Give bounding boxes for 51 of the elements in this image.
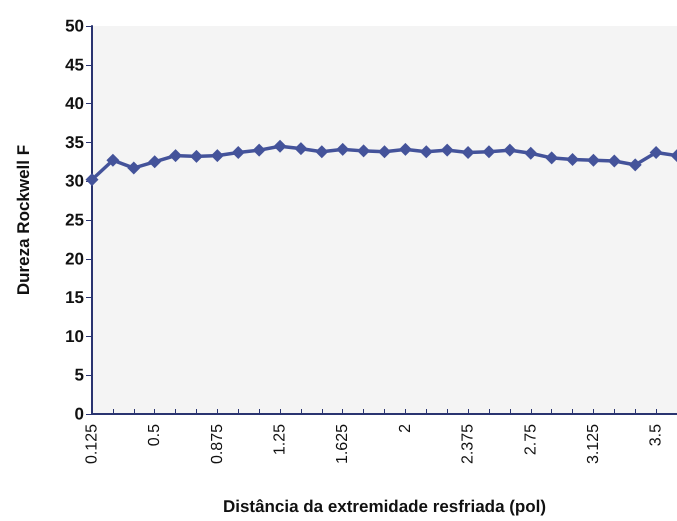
point <box>650 146 663 159</box>
point <box>336 142 350 156</box>
y-tick-label: 35 <box>65 132 84 152</box>
point <box>252 144 266 157</box>
x-tick-label: 0.875 <box>208 424 226 464</box>
x-tick-label: 2.375 <box>460 424 477 464</box>
point <box>420 145 433 158</box>
y-tick-label: 10 <box>65 326 84 346</box>
point <box>86 173 98 186</box>
point <box>628 158 642 172</box>
point <box>148 155 162 168</box>
y-tick-label: 15 <box>65 288 84 308</box>
point <box>440 144 454 157</box>
point <box>294 142 308 156</box>
point <box>608 154 621 168</box>
x-tick-label: 2 <box>396 424 414 433</box>
point <box>106 154 120 167</box>
y-tick-label: 5 <box>74 366 84 385</box>
point <box>357 144 370 158</box>
y-tick-label: 40 <box>65 94 84 114</box>
point <box>169 149 182 162</box>
y-tick-label: 45 <box>65 55 84 74</box>
y-axis-title: Dureza Rockwell F <box>14 144 33 296</box>
point <box>127 162 140 175</box>
point <box>378 145 391 158</box>
y-tick-label: 30 <box>65 172 84 191</box>
point <box>274 140 287 153</box>
x-axis-title: Distância da extremidade resfriada (pol) <box>222 497 546 516</box>
y-tick-label: 25 <box>65 210 84 230</box>
point <box>482 145 496 158</box>
x-tick-label: 3.5 <box>648 424 665 446</box>
point <box>524 146 538 160</box>
y-tick-label: 0 <box>74 404 84 424</box>
y-tick-label: 20 <box>65 249 84 268</box>
point <box>398 142 412 156</box>
point <box>232 146 245 159</box>
x-tick-label: 2.75 <box>522 424 540 456</box>
x-tick-label: 3.125 <box>584 424 602 464</box>
point <box>462 146 475 159</box>
x-tick-label: 0.5 <box>146 424 164 446</box>
x-tick-label: 0.125 <box>84 424 100 464</box>
point <box>545 151 558 164</box>
point <box>566 152 580 166</box>
point <box>586 154 600 167</box>
point <box>503 144 516 157</box>
point <box>315 145 328 158</box>
y-tick-label: 50 <box>65 16 84 36</box>
point <box>210 149 224 162</box>
x-tick-label: 1.25 <box>272 424 289 456</box>
x-tick-label: 1.625 <box>334 424 352 464</box>
point <box>190 150 203 163</box>
